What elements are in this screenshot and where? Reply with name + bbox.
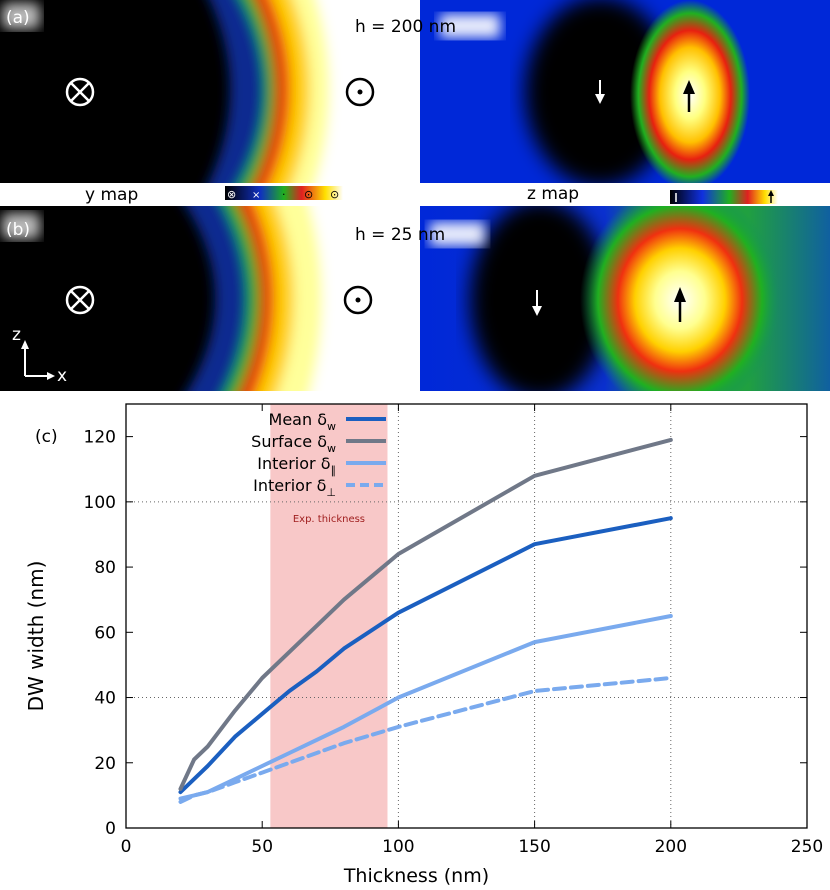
y-scale-tick: · [282, 188, 286, 201]
z-scale-arrows [675, 190, 774, 203]
panel-a-y-map [0, 0, 416, 183]
legend-label: Mean δw [269, 410, 336, 433]
y-scale-tick: × [252, 190, 260, 201]
down-arrow-icon [532, 290, 542, 316]
z-map-label: z map [527, 184, 579, 204]
axis-z-label: z [12, 325, 21, 345]
series-line-interior_perp [178, 676, 673, 804]
series-line-surface [178, 437, 673, 791]
legend-label: Surface δw [251, 432, 336, 455]
y-map-colorscale [225, 186, 343, 200]
y-tick-label: 120 [84, 428, 116, 448]
legend-label: Interior δ∥ [257, 454, 336, 477]
y-scale-tick: ⊗ [227, 188, 236, 201]
y-tick-label: 20 [94, 754, 116, 774]
y-map-label: y map [85, 185, 138, 205]
panel-a-label-bg [2, 3, 40, 29]
plot-frame [125, 403, 808, 829]
y-tick-label: 80 [94, 558, 116, 578]
x-axis-label: Thickness (nm) [343, 865, 489, 886]
series-line-interior_par [178, 614, 673, 801]
cross-into-page-icon [65, 77, 95, 107]
series-line-mean [178, 516, 673, 795]
cross-into-page-icon [65, 285, 95, 315]
x-tick-label: 100 [382, 837, 414, 857]
y-axis-label: DW width (nm) [24, 561, 48, 712]
dot-out-of-page-icon [345, 77, 375, 107]
legend-subscript: w [327, 420, 336, 433]
x-tick-label: 50 [251, 837, 273, 857]
x-tick-label: 150 [518, 837, 550, 857]
panel-b-label-bg [2, 213, 40, 239]
x-tick-label: 250 [791, 837, 823, 857]
legend-subscript: w [327, 442, 336, 455]
legend-subscript: ∥ [331, 464, 337, 477]
panel-a-height-label: h = 200 nm [355, 17, 456, 37]
z-map-colorscale [670, 190, 778, 204]
exp-thickness-label: Exp. thickness [293, 514, 365, 525]
panel-a-label: (a) [6, 8, 30, 28]
panel-b-height-label: h = 25 nm [355, 225, 445, 245]
panel-b-z-map [420, 206, 830, 391]
panel-b-label: (b) [6, 220, 30, 240]
y-tick-label: 100 [84, 493, 116, 513]
down-arrow-icon [595, 80, 605, 104]
y-tick-label: 60 [94, 623, 116, 643]
legend-subscript: ⊥ [326, 486, 336, 499]
y-tick-label: 0 [105, 819, 116, 839]
y-scale-tick: ⊙ [330, 188, 339, 201]
x-tick-label: 200 [655, 837, 687, 857]
y-scale-ticks: ⊗ × · ⊙ ⊙ [227, 188, 339, 201]
y-scale-tick: ⊙ [304, 188, 313, 201]
panel-c-label: (c) [35, 427, 58, 447]
dw-width-chart: Exp. thickness 0 50 100 150 200 250 0 20 40 60 80 10… [24, 403, 823, 887]
axis-x-label: x [57, 366, 67, 386]
up-arrow-icon [674, 287, 686, 322]
axes-triad-icon [21, 340, 55, 380]
x-tick-label: 0 [121, 837, 132, 857]
panel-a-height-glow [440, 14, 500, 38]
panel-b-y-map [0, 206, 416, 391]
panel-b-height-glow [430, 222, 485, 246]
up-arrow-icon [683, 80, 695, 112]
dot-out-of-page-icon [343, 285, 373, 315]
y-tick-label: 40 [94, 689, 116, 709]
legend-label: Interior δ⊥ [253, 476, 336, 499]
